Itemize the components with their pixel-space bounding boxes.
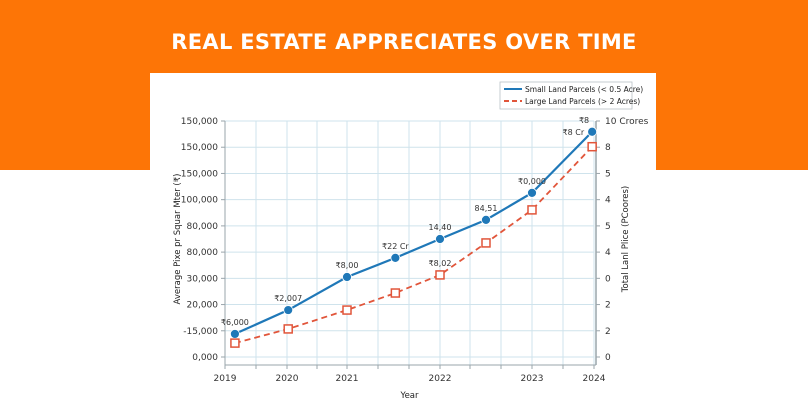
series-line-small-parcels xyxy=(234,130,593,335)
data-labels: ₹6,000 ₹2,007 ₹8,00 ₹22 Cr 14,40 84,51 ₹0,000 ₹… xyxy=(221,116,589,327)
data-label: ₹22 Cr xyxy=(382,242,409,251)
y2-tick-label: 2 xyxy=(605,327,611,337)
y2-tick-label: 8 xyxy=(605,143,611,153)
series-line-large-parcels xyxy=(234,146,593,344)
y2-tick-label: 10 Crores xyxy=(605,117,649,127)
data-label: ₹8,00 xyxy=(336,261,359,270)
data-label: ₹8 Cr xyxy=(563,128,585,137)
grid-lines xyxy=(224,120,595,365)
data-point-small-parcels xyxy=(390,252,401,263)
y-tick-label: 100,000 xyxy=(181,196,218,206)
data-point-large-parcels xyxy=(342,305,352,315)
x-tick-label: 2024 xyxy=(583,374,606,384)
data-point-large-parcels xyxy=(390,288,401,298)
y2-axis-title: Total Lanl Plice (PCoores) xyxy=(621,186,631,293)
y-tick-label: 0,000 xyxy=(192,353,218,363)
x-axis-title: Year xyxy=(400,391,420,401)
data-point-large-parcels xyxy=(481,238,491,248)
y-tick-label: 150,000 xyxy=(181,117,218,127)
page-title: REAL ESTATE APPRECIATES OVER TIME xyxy=(171,30,637,54)
data-label: 84,51 xyxy=(475,204,498,213)
series-layer xyxy=(230,126,598,348)
legend-label: Large Land Parcels (> 2 Acres) xyxy=(525,97,640,106)
chart-card: 0,000 -15,000 20,000 30,000 80,000 80,000 100,… xyxy=(150,73,656,409)
y-tick-label: 150,000 xyxy=(181,169,218,179)
legend-label: Small Land Parcels (< 0.5 Acre) xyxy=(525,85,643,94)
data-point-small-parcels xyxy=(342,272,352,282)
x-tick-label: 2022 xyxy=(429,374,452,384)
legend-box xyxy=(499,81,633,110)
data-point-large-parcels xyxy=(587,141,597,152)
y2-tick-label: 0 xyxy=(605,353,611,363)
y2-tick-label: 4 xyxy=(605,248,611,258)
y-axis-title: Average Pixe pr Squar Mter (₹) xyxy=(173,174,183,305)
data-label: ₹6,000 xyxy=(221,318,249,327)
y-tick-label: 30,000 xyxy=(187,274,219,284)
y2-tick-label: 0 xyxy=(605,274,611,284)
y2-tick-label: 5 xyxy=(605,222,611,232)
data-point-small-parcels xyxy=(283,305,294,315)
y-tick-label: 80,000 xyxy=(187,222,219,232)
data-label: 14,40 xyxy=(429,223,452,232)
data-point-small-parcels xyxy=(481,214,491,225)
data-point-small-parcels xyxy=(527,187,537,198)
data-point-large-parcels xyxy=(435,270,445,280)
data-label: ₹8 xyxy=(579,116,589,125)
y-tick-label: 20,000 xyxy=(187,301,219,311)
y2-tick-label: 5 xyxy=(605,169,611,179)
data-label: ₹8,02 xyxy=(429,259,452,268)
data-point-large-parcels xyxy=(527,205,537,215)
data-point-large-parcels xyxy=(283,324,293,334)
line-chart: 0,000 -15,000 20,000 30,000 80,000 80,000 100,… xyxy=(173,81,649,401)
x-tick-label: 2020 xyxy=(276,374,299,384)
data-label: ₹0,000 xyxy=(518,177,546,186)
data-point-small-parcels xyxy=(435,234,445,244)
data-point-small-parcels xyxy=(587,126,598,137)
y-tick-label: 80,000 xyxy=(187,248,219,258)
axes: 0,000 -15,000 20,000 30,000 80,000 80,000 100,… xyxy=(173,117,649,401)
data-label: ₹2,007 xyxy=(274,294,302,303)
data-point-small-parcels xyxy=(230,329,240,339)
y-tick-label: 150,000 xyxy=(181,143,218,153)
legend: Small Land Parcels (< 0.5 Acre) Large Lan… xyxy=(499,81,643,110)
x-tick-label: 2021 xyxy=(336,374,359,384)
y2-tick-label: 2 xyxy=(605,301,611,311)
data-point-large-parcels xyxy=(230,338,240,348)
x-tick-label: 2019 xyxy=(214,374,237,384)
y-tick-label: -15,000 xyxy=(183,327,218,337)
y2-tick-label: 4 xyxy=(605,196,611,206)
x-tick-label: 2023 xyxy=(521,374,544,384)
